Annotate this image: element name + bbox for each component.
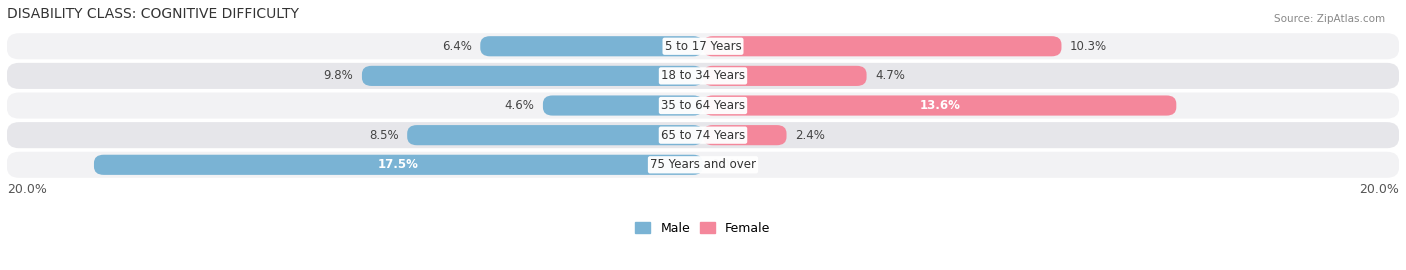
FancyBboxPatch shape [361, 66, 703, 86]
FancyBboxPatch shape [94, 155, 703, 175]
Text: 17.5%: 17.5% [378, 158, 419, 171]
Text: 4.6%: 4.6% [505, 99, 534, 112]
Legend: Male, Female: Male, Female [630, 217, 776, 240]
FancyBboxPatch shape [703, 36, 1062, 56]
Text: 2.4%: 2.4% [796, 129, 825, 142]
Text: 9.8%: 9.8% [323, 69, 353, 82]
Text: 20.0%: 20.0% [1360, 183, 1399, 195]
Text: 0.0%: 0.0% [711, 158, 741, 171]
Text: 13.6%: 13.6% [920, 99, 960, 112]
FancyBboxPatch shape [7, 122, 1399, 148]
Text: 4.7%: 4.7% [876, 69, 905, 82]
Text: Source: ZipAtlas.com: Source: ZipAtlas.com [1274, 14, 1385, 23]
Text: 35 to 64 Years: 35 to 64 Years [661, 99, 745, 112]
FancyBboxPatch shape [543, 95, 703, 116]
Text: 20.0%: 20.0% [7, 183, 46, 195]
FancyBboxPatch shape [703, 66, 866, 86]
FancyBboxPatch shape [408, 125, 703, 145]
Text: 10.3%: 10.3% [1070, 40, 1108, 53]
Text: DISABILITY CLASS: COGNITIVE DIFFICULTY: DISABILITY CLASS: COGNITIVE DIFFICULTY [7, 7, 299, 21]
FancyBboxPatch shape [7, 93, 1399, 119]
Text: 75 Years and over: 75 Years and over [650, 158, 756, 171]
Text: 18 to 34 Years: 18 to 34 Years [661, 69, 745, 82]
Text: 6.4%: 6.4% [441, 40, 471, 53]
FancyBboxPatch shape [703, 95, 1177, 116]
FancyBboxPatch shape [7, 152, 1399, 178]
Text: 65 to 74 Years: 65 to 74 Years [661, 129, 745, 142]
FancyBboxPatch shape [7, 33, 1399, 59]
FancyBboxPatch shape [481, 36, 703, 56]
FancyBboxPatch shape [703, 125, 786, 145]
FancyBboxPatch shape [7, 63, 1399, 89]
Text: 8.5%: 8.5% [368, 129, 398, 142]
Text: 5 to 17 Years: 5 to 17 Years [665, 40, 741, 53]
